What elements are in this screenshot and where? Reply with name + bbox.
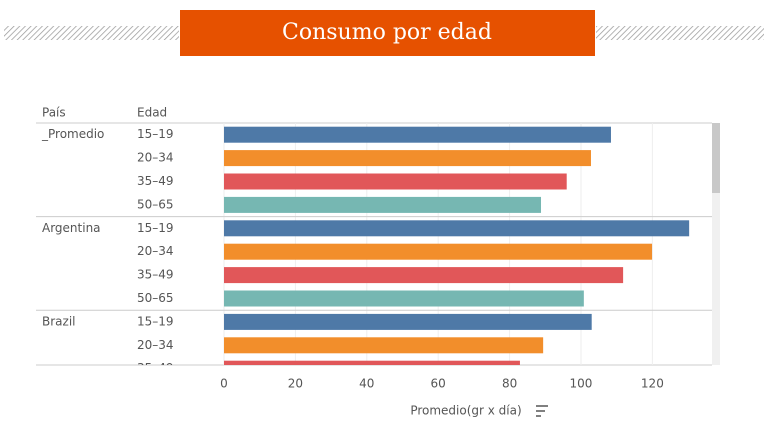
row-label: 35–49: [137, 268, 174, 282]
bar: [224, 196, 542, 213]
hatch-band: [4, 26, 179, 40]
x-tick-label: 20: [288, 377, 303, 391]
row-label: 50–65: [137, 291, 174, 305]
column-header: Edad: [137, 106, 167, 120]
scroll-thumb[interactable]: [712, 123, 720, 193]
row-label: 15–19: [137, 314, 174, 328]
x-tick-label: 0: [220, 377, 228, 391]
plot: _Promedio 15–19 20–34 35–49 50–65 Argentina 15…: [36, 126, 712, 375]
row-label: 15–19: [137, 221, 174, 235]
sort-icon[interactable]: [536, 405, 548, 417]
bar: [224, 173, 567, 190]
x-tick-label: 40: [359, 377, 374, 391]
bar: [224, 267, 624, 284]
group-label: Argentina: [42, 221, 101, 235]
bar: [224, 313, 592, 330]
hatch-band: [596, 26, 764, 40]
row-header: País: [42, 106, 66, 120]
title: Consumo por edad: [282, 20, 492, 45]
x-tick-label: 60: [431, 377, 446, 391]
row-label: 35–49: [137, 174, 174, 188]
title-banner: [180, 10, 595, 56]
bar: [224, 290, 584, 307]
x-tick-label: 100: [570, 377, 593, 391]
group-label: _Promedio: [41, 127, 104, 141]
bar: [224, 150, 591, 167]
x-tick-label: 120: [641, 377, 664, 391]
bar: [224, 360, 520, 365]
row-label: 20–34: [137, 244, 174, 258]
x-tick-label: 80: [502, 377, 517, 391]
bar: [224, 126, 611, 143]
bar: [224, 243, 653, 260]
bar: [224, 337, 544, 354]
group-label: Brazil: [42, 314, 76, 328]
row-label: 20–34: [137, 338, 174, 352]
row-label: 15–19: [137, 127, 174, 141]
row-label: 50–65: [137, 197, 174, 211]
bar: [224, 220, 690, 237]
x-axis-label: Promedio(gr x día): [410, 404, 521, 418]
row-label: 20–34: [137, 151, 174, 165]
row-label: 35–49: [137, 361, 174, 375]
scrollbar[interactable]: [712, 123, 720, 365]
